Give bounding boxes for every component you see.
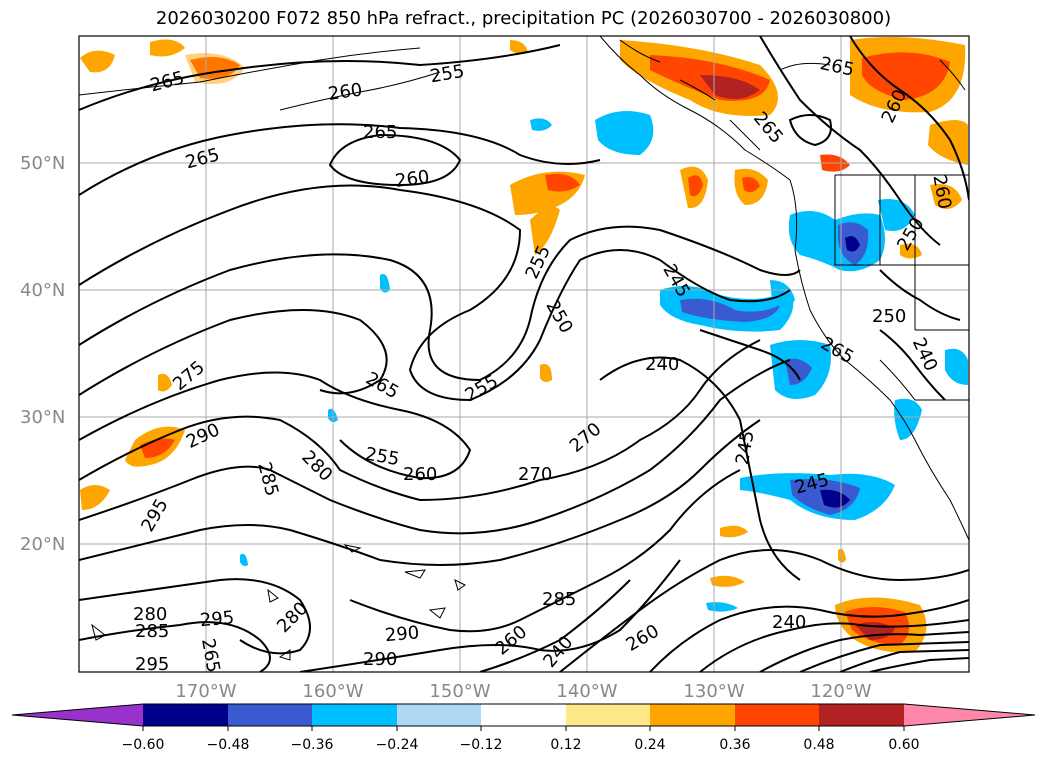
- contour-label: 295: [135, 654, 169, 675]
- colorbar-segment: [735, 704, 819, 726]
- contour-label: 260: [327, 79, 364, 105]
- contour-label: 280: [133, 604, 167, 625]
- contour-label: 260: [394, 166, 431, 192]
- contour-label: 285: [135, 621, 169, 642]
- contour-label: 270: [518, 464, 552, 485]
- colorbar-segment: [481, 704, 566, 726]
- contour-label: 250: [872, 306, 906, 327]
- colorbar-tick-label: −0.60: [122, 737, 165, 753]
- lon-label: 160°W: [302, 681, 363, 702]
- contour-label: 240: [645, 354, 679, 375]
- lon-label: 150°W: [429, 681, 490, 702]
- contour-label: 290: [384, 622, 420, 646]
- colorbar-tick-label: 0.48: [803, 737, 834, 753]
- colorbar-tick-label: 0.36: [719, 737, 750, 753]
- contour-label: 290: [363, 649, 397, 670]
- lon-label: 120°W: [810, 681, 871, 702]
- colorbar-segment: [312, 704, 397, 726]
- colorbar-tick-label: 0.60: [888, 737, 919, 753]
- latitude-labels: 50°N 40°N 30°N 20°N: [20, 153, 65, 555]
- colorbar-segment: [143, 704, 228, 726]
- contour-label: 285: [542, 589, 576, 610]
- colorbar-segment: [566, 704, 650, 726]
- map-title: 2026030200 F072 850 hPa refract., precip…: [155, 8, 892, 29]
- lat-label: 40°N: [20, 280, 65, 301]
- colorbar-segment: [228, 704, 312, 726]
- refractivity-contours: [79, 36, 969, 672]
- lon-label: 140°W: [556, 681, 617, 702]
- colorbar-tick-label: 0.12: [550, 737, 581, 753]
- colorbar-tick-label: −0.48: [207, 737, 250, 753]
- colorbar-segment: [397, 704, 481, 726]
- colorbar-segment: [650, 704, 735, 726]
- colorbar-tick-label: 0.24: [634, 737, 665, 753]
- lon-label: 130°W: [683, 681, 744, 702]
- colorbar: −0.60 −0.48 −0.36 −0.24 −0.12 0.12 0.24 …: [11, 703, 1036, 753]
- colorbar-segment: [904, 704, 1035, 726]
- coastlines: [79, 36, 969, 661]
- plot-frame: [78, 35, 970, 673]
- colorbar-segment: [12, 704, 143, 726]
- contour-label: 260: [403, 464, 437, 485]
- lat-label: 20°N: [20, 534, 65, 555]
- lat-label: 30°N: [20, 407, 65, 428]
- longitude-labels: 170°W 160°W 150°W 140°W 130°W 120°W: [175, 681, 871, 702]
- colorbar-tick-label: −0.36: [291, 737, 334, 753]
- lon-label: 170°W: [175, 681, 236, 702]
- contour-label: 240: [772, 612, 806, 633]
- contour-label: 265: [363, 122, 397, 143]
- colorbar-segment: [819, 704, 904, 726]
- lat-label: 50°N: [20, 153, 65, 174]
- graticule: [79, 36, 969, 672]
- colorbar-tick-label: −0.24: [376, 737, 419, 753]
- colorbar-tick-label: −0.12: [460, 737, 503, 753]
- contour-label: 295: [199, 607, 235, 631]
